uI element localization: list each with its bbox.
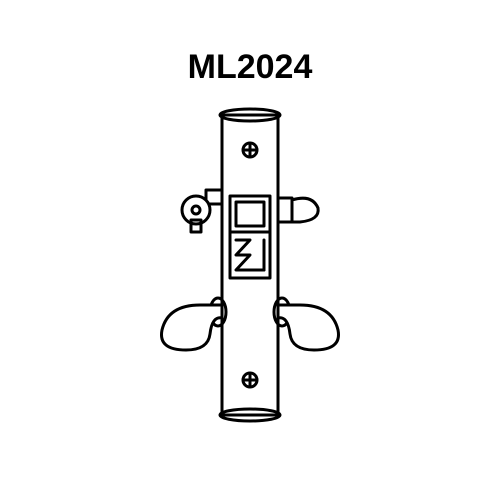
thumbturn-base [278,198,292,222]
lock-diagram [0,0,500,500]
diagram-stage: { "title": { "text": "ML2024", "fontsize… [0,0,500,500]
lever-right [278,305,339,350]
thumbturn-blade [292,198,318,222]
lever-left [162,305,223,350]
